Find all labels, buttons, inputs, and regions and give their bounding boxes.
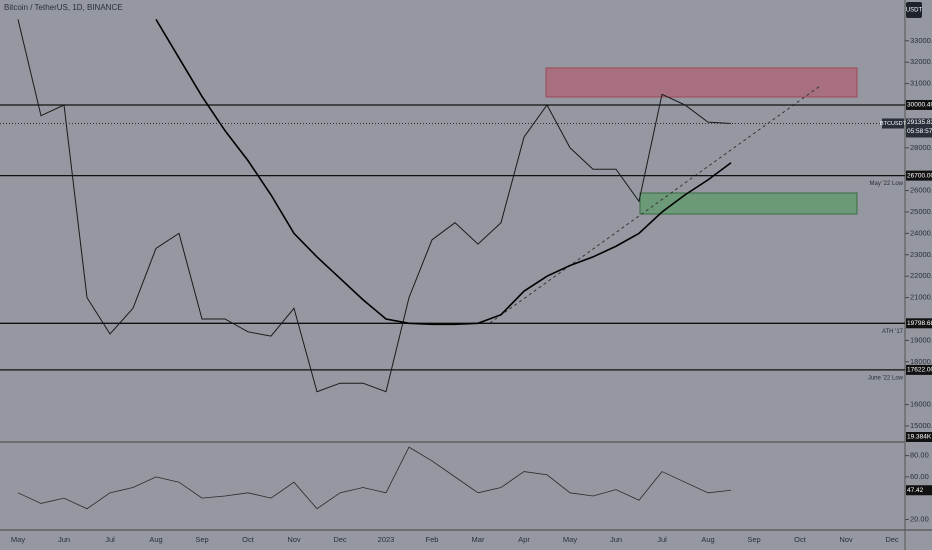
countdown: 05:58:57 [907,128,932,135]
x-tick-label: May [563,535,577,544]
level-label: 30000.49 [907,102,932,109]
y-tick-label: 31000.00 [910,79,932,88]
rsi-line [17,446,732,510]
y-tick-label: 24000.00 [910,228,932,237]
x-tick-label: 2023 [378,535,395,544]
price-line [17,19,732,393]
level-badge [906,318,932,329]
symbol: BTCUSDT [880,121,907,127]
y-tick-label: 21000.00 [910,293,932,302]
ma-line [155,18,732,326]
x-tick-label: Oct [794,535,807,544]
currency: USDT [906,8,923,14]
level-note: June '22 Low [868,375,904,381]
x-tick-label: Nov [839,535,853,544]
y-tick-label: 15000.00 [910,421,932,430]
x-tick-label: Oct [242,535,255,544]
trend-line [489,85,821,324]
rsi-tick-label: 20.00 [910,514,929,523]
y-tick-label: 18000.00 [910,357,932,366]
y-tick-label: 26000.00 [910,186,932,195]
volume-label: 19.384K [907,434,932,441]
x-tick-label: Jun [610,535,622,544]
y-tick-label: 23000.00 [910,250,932,259]
level-label: 26700.00 [907,172,932,179]
x-tick-label: May [11,535,25,544]
x-tick-label: Feb [426,535,439,544]
x-tick-label: Mar [472,535,485,544]
y-tick-label: 33000.00 [910,36,932,45]
x-tick-label: Aug [701,535,714,544]
y-tick-label: 22000.00 [910,271,932,280]
x-tick-label: Sep [747,535,760,544]
x-tick-label: Jul [105,535,115,544]
current-badge [906,118,932,138]
support-zone [639,192,858,215]
symbol-badge [882,118,904,129]
chart-title: Bitcoin / TetherUS, 1D, BINANCE [4,3,123,12]
rsi-badge [906,485,932,496]
x-tick-label: Dec [333,535,347,544]
level-label: 19798.68 [907,320,932,327]
rsi-tick-label: 60.00 [910,472,929,481]
y-tick-label: 28000.00 [910,143,932,152]
level-badge [906,364,932,375]
x-tick-label: Nov [287,535,301,544]
y-tick-label: 19000.00 [910,335,932,344]
rsi-tick-label: 80.00 [910,451,929,460]
x-tick-label: Apr [518,535,530,544]
y-tick-label: 16000.00 [910,400,932,409]
x-tick-label: Jul [657,535,667,544]
current-price: 29135.83 [907,119,932,126]
resistance-zone [545,67,858,98]
x-tick-label: Dec [885,535,899,544]
level-note: ATH '17 [882,329,904,335]
y-tick-label: 25000.00 [910,207,932,216]
level-note: May '22 Low [870,181,904,187]
rsi-current: 47.42 [907,487,924,494]
x-tick-label: Sep [195,535,208,544]
y-tick-label: 32000.00 [910,57,932,66]
level-label: 17622.00 [907,367,932,374]
currency-badge [906,2,922,18]
level-badge [906,99,932,110]
level-badge [906,170,932,181]
x-tick-label: Jun [58,535,70,544]
volume-badge [906,432,932,442]
x-tick-label: Aug [149,535,162,544]
